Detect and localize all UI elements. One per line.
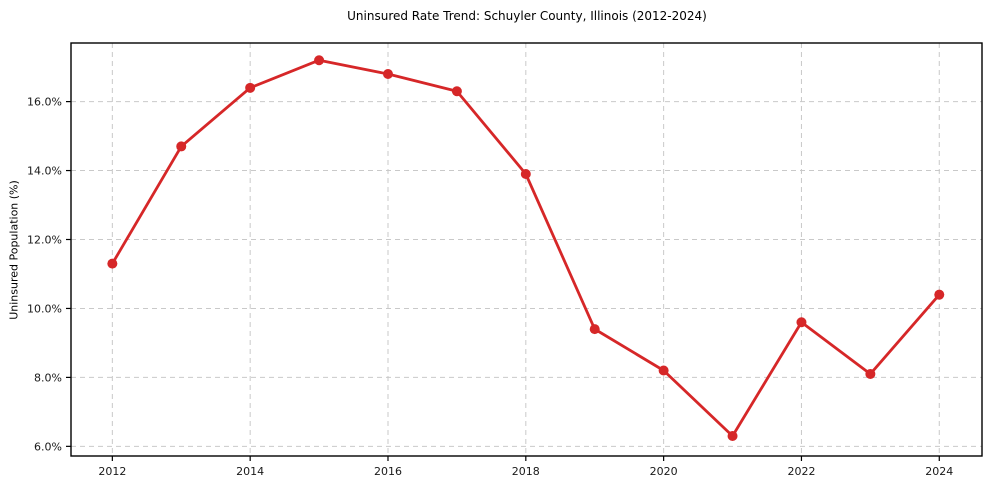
x-tick-label: 2020 (650, 465, 678, 478)
x-tick-label: 2018 (512, 465, 540, 478)
y-axis-label: Uninsured Population (%) (7, 180, 21, 320)
data-point-2015 (314, 55, 325, 66)
y-tick-label: 16.0% (27, 96, 62, 109)
x-tick-label: 2016 (374, 465, 402, 478)
data-point-2020 (658, 365, 669, 376)
data-point-2021 (727, 431, 738, 442)
data-point-2012 (107, 258, 118, 269)
data-point-2014 (245, 82, 256, 93)
chart-title: Uninsured Rate Trend: Schuyler County, I… (347, 9, 707, 23)
data-point-2019 (589, 324, 600, 335)
y-tick-label: 14.0% (27, 165, 62, 178)
x-tick-label: 2022 (787, 465, 815, 478)
y-tick-label: 6.0% (34, 440, 62, 453)
x-tick-label: 2014 (236, 465, 264, 478)
x-tick-label: 2012 (98, 465, 126, 478)
data-point-2018 (520, 169, 531, 180)
axes-frame (70, 42, 983, 457)
y-tick-label: 12.0% (27, 234, 62, 247)
x-tick-label: 2024 (925, 465, 953, 478)
data-point-2024 (934, 289, 945, 300)
data-point-2017 (451, 86, 462, 97)
y-tick-label: 8.0% (34, 371, 62, 384)
y-tick-label: 10.0% (27, 302, 62, 315)
data-point-2022 (796, 317, 807, 328)
data-point-2013 (176, 141, 187, 152)
data-point-2023 (865, 368, 876, 379)
data-point-2016 (382, 69, 393, 80)
